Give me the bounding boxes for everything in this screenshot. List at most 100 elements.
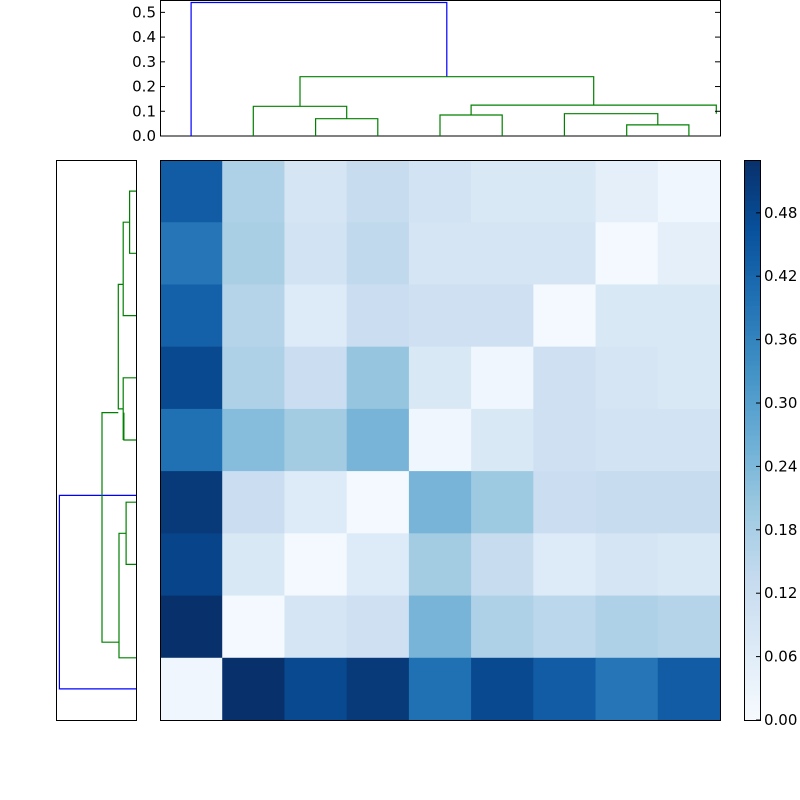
heatmap-cell bbox=[222, 657, 285, 721]
colorbar-gradient-step bbox=[744, 460, 760, 466]
colorbar-gradient-step bbox=[744, 500, 760, 506]
heatmap-cell bbox=[284, 471, 348, 534]
colorbar-gradient-step bbox=[744, 245, 760, 251]
colorbar-gradient-step bbox=[744, 655, 760, 661]
heatmap-cell bbox=[222, 408, 285, 472]
heatmap-cell bbox=[346, 657, 410, 721]
heatmap-cell bbox=[346, 471, 410, 534]
heatmap-cell bbox=[222, 595, 285, 659]
heatmap-cell bbox=[222, 222, 285, 285]
colorbar-gradient-step bbox=[744, 385, 760, 391]
heatmap-cell bbox=[284, 595, 348, 659]
colorbar-gradient-step bbox=[744, 255, 760, 261]
colorbar-gradient-step bbox=[744, 310, 760, 316]
top-dendrogram-link bbox=[626, 124, 690, 136]
colorbar-gradient-step bbox=[744, 285, 760, 291]
colorbar-gradient-step bbox=[744, 660, 760, 666]
heatmap-cell bbox=[408, 533, 472, 596]
colorbar-gradient-step bbox=[744, 615, 760, 621]
heatmap-cell bbox=[657, 533, 721, 596]
heatmap-cell bbox=[408, 657, 472, 721]
left-dendrogram-panel bbox=[56, 160, 137, 721]
heatmap-cell bbox=[160, 408, 223, 472]
colorbar-gradient-step bbox=[744, 205, 760, 211]
colorbar-gradient-step bbox=[744, 270, 760, 276]
heatmap-cell bbox=[533, 595, 596, 659]
colorbar-gradient-step bbox=[744, 600, 760, 606]
top-dendrogram-ytick-label: 0.1 bbox=[132, 102, 156, 120]
colorbar-gradient-step bbox=[744, 430, 760, 436]
top-dendrogram-ytick-label: 0.5 bbox=[132, 3, 156, 21]
colorbar-tick-label: 0.18 bbox=[764, 521, 797, 539]
colorbar-gradient-step bbox=[744, 350, 760, 356]
colorbar-gradient-step bbox=[744, 315, 760, 321]
left-dendrogram-link bbox=[122, 377, 136, 440]
heatmap-cell bbox=[471, 408, 534, 472]
heatmap-cell bbox=[471, 160, 534, 223]
heatmap-cell bbox=[533, 471, 596, 534]
colorbar-gradient-step bbox=[744, 215, 760, 221]
heatmap-cell bbox=[408, 346, 472, 410]
colorbar-gradient-step bbox=[744, 335, 760, 341]
colorbar-gradient-step bbox=[744, 560, 760, 566]
colorbar-gradient-step bbox=[744, 570, 760, 576]
heatmap-cell bbox=[595, 222, 659, 285]
colorbar-tick-label: 0.42 bbox=[764, 267, 797, 285]
colorbar-gradient-step bbox=[744, 225, 760, 231]
heatmap-cell bbox=[595, 595, 659, 659]
colorbar-gradient-step bbox=[744, 640, 760, 646]
heatmap-cell bbox=[471, 222, 534, 285]
top-dendrogram-link bbox=[190, 1, 448, 136]
left-dendrogram-link bbox=[123, 412, 136, 441]
colorbar-gradient-step bbox=[744, 230, 760, 236]
colorbar-tick-label: 0.30 bbox=[764, 394, 797, 412]
heatmap-cell bbox=[595, 284, 659, 348]
colorbar-gradient-step bbox=[744, 605, 760, 611]
colorbar-gradient-step bbox=[744, 345, 760, 351]
heatmap-cell bbox=[284, 284, 348, 348]
colorbar-gradient-step bbox=[744, 375, 760, 381]
colorbar-gradient-step bbox=[744, 705, 760, 711]
colorbar-gradient-step bbox=[744, 595, 760, 601]
colorbar-gradient-step bbox=[744, 320, 760, 326]
colorbar-gradient-step bbox=[744, 165, 760, 171]
heatmap-cell bbox=[408, 595, 472, 659]
heatmap-panel bbox=[160, 160, 721, 721]
colorbar-gradient-step bbox=[744, 495, 760, 501]
heatmap-cell bbox=[595, 657, 659, 721]
heatmap-cell bbox=[533, 222, 596, 285]
heatmap-cell bbox=[284, 533, 348, 596]
heatmap-cell bbox=[533, 284, 596, 348]
colorbar-gradient-step bbox=[744, 395, 760, 401]
heatmap-cell bbox=[657, 284, 721, 348]
colorbar-tick-label: 0.36 bbox=[764, 331, 797, 349]
heatmap-cell bbox=[160, 533, 223, 596]
colorbar-gradient-step bbox=[744, 565, 760, 571]
left-dendrogram-link bbox=[125, 501, 136, 565]
colorbar-gradient-step bbox=[744, 170, 760, 176]
colorbar-gradient-step bbox=[744, 670, 760, 676]
heatmap-cell bbox=[408, 222, 472, 285]
heatmap-cell bbox=[471, 471, 534, 534]
heatmap-cell bbox=[533, 160, 596, 223]
top-dendrogram-link bbox=[299, 76, 595, 107]
colorbar-gradient-step bbox=[744, 485, 760, 491]
colorbar-gradient-step bbox=[744, 325, 760, 331]
heatmap-cell bbox=[160, 284, 223, 348]
colorbar-tick-label: 0.24 bbox=[764, 457, 797, 475]
colorbar-gradient-step bbox=[744, 700, 760, 706]
colorbar-gradient-step bbox=[744, 620, 760, 626]
colorbar-gradient-step bbox=[744, 360, 760, 366]
colorbar-gradient-step bbox=[744, 665, 760, 671]
colorbar-gradient-step bbox=[744, 520, 760, 526]
heatmap-cell bbox=[346, 595, 410, 659]
heatmap-cell bbox=[471, 284, 534, 348]
colorbar-gradient-step bbox=[744, 180, 760, 186]
colorbar-gradient-step bbox=[744, 390, 760, 396]
heatmap-cell bbox=[284, 222, 348, 285]
heatmap-cell bbox=[657, 222, 721, 285]
colorbar-gradient-step bbox=[744, 435, 760, 441]
colorbar-gradient-step bbox=[744, 535, 760, 541]
colorbar-gradient-step bbox=[744, 590, 760, 596]
